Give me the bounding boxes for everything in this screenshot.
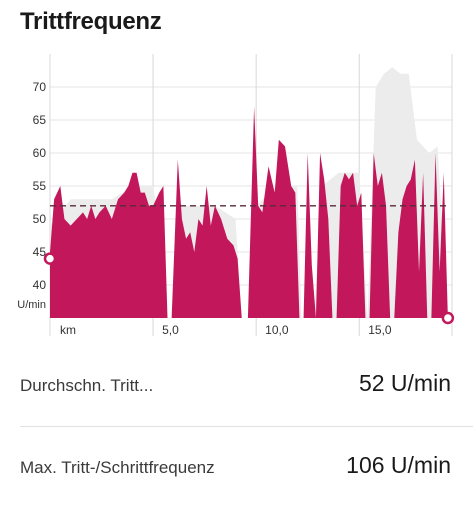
- page-title: Trittfrequenz: [20, 8, 162, 35]
- y-tick-label: 65: [33, 113, 47, 127]
- y-tick-label: 70: [33, 80, 47, 94]
- chart-cadence-area: [50, 106, 448, 318]
- end-marker[interactable]: [441, 311, 455, 325]
- x-tick-label: 10,0: [265, 323, 289, 337]
- x-unit-label: km: [60, 323, 76, 337]
- chart-axis-labels: 40 45 50 55 60 65 70 U/min 5,0 10,0 15,0 km: [17, 80, 392, 337]
- y-tick-label: 60: [33, 146, 47, 160]
- y-tick-label: 40: [33, 278, 47, 292]
- x-tick-label: 15,0: [368, 323, 392, 337]
- stat-value-avg-cadence: 52 U/min: [358, 370, 451, 396]
- stat-row-max-cadence: Max. Tritt-/Schrittfrequenz 106 U/min: [0, 448, 473, 488]
- y-tick-label: 45: [33, 245, 47, 259]
- y-unit-label: U/min: [17, 299, 46, 311]
- y-tick-label: 50: [33, 212, 47, 226]
- x-tick-label: 5,0: [162, 323, 179, 337]
- stat-value-max-cadence: 106 U/min: [346, 452, 451, 478]
- stat-label-avg-cadence: Durchschn. Tritt...: [20, 376, 154, 395]
- stat-row-avg-cadence: Durchschn. Tritt... 52 U/min: [0, 366, 473, 406]
- start-marker[interactable]: [43, 252, 57, 265]
- stat-label-max-cadence: Max. Tritt-/Schrittfrequenz: [20, 458, 215, 477]
- y-tick-label: 55: [33, 179, 47, 193]
- cadence-chart[interactable]: 40 45 50 55 60 65 70 U/min 5,0 10,0 15,0 km: [0, 48, 473, 340]
- chart-markers[interactable]: [43, 252, 455, 325]
- cadence-area: [50, 106, 448, 318]
- divider: [20, 426, 473, 427]
